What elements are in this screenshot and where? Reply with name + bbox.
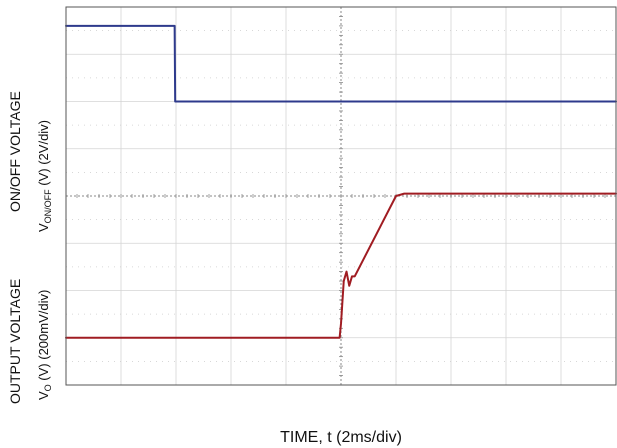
y-axis-units-output-rest: (V) (200mV/div) — [36, 290, 51, 385]
scope-traces — [65, 24, 617, 339]
y-axis-units-output-main: V — [36, 391, 51, 400]
y-axis-units-output: VO (V) (200mV/div) — [36, 290, 53, 400]
y-axis-units-on-off-main: V — [36, 223, 51, 232]
y-axis-label-output-title: OUTPUT VOLTAGE — [7, 279, 23, 404]
y-axis-label-on-off-title: ON/OFF VOLTAGE — [7, 91, 23, 212]
y-axis-label-output: OUTPUT VOLTAGE — [7, 279, 23, 404]
y-axis-units-output-sub: O — [43, 384, 53, 391]
svg-text:VON/OFF (V) (2V/div): VON/OFF (V) (2V/div) — [36, 120, 53, 232]
y-axis-units-on-off-sub: ON/OFF — [43, 189, 53, 223]
on-off-voltage-trace — [65, 24, 617, 103]
x-axis-label: TIME, t (2ms/div) — [280, 429, 402, 446]
y-axis-units-on-off: VON/OFF (V) (2V/div) — [36, 120, 53, 232]
svg-text:VO (V) (200mV/div): VO (V) (200mV/div) — [36, 290, 53, 400]
plot-frame — [65, 6, 617, 386]
y-axis-units-on-off-rest: (V) (2V/div) — [36, 120, 51, 189]
output-voltage-trace — [65, 192, 617, 339]
y-axis-label-on-off: ON/OFF VOLTAGE — [7, 91, 23, 212]
